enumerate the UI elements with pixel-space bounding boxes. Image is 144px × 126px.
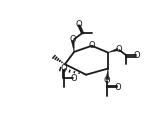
Text: O: O (115, 83, 121, 92)
Text: O: O (75, 20, 82, 29)
Polygon shape (71, 40, 74, 52)
Polygon shape (106, 69, 109, 80)
Polygon shape (108, 48, 118, 53)
Text: O: O (69, 35, 76, 44)
Text: O: O (88, 41, 95, 50)
Text: O: O (134, 51, 140, 60)
Text: O: O (104, 76, 111, 85)
Text: O: O (70, 74, 77, 83)
Text: O: O (61, 64, 68, 73)
Text: O: O (115, 45, 122, 54)
